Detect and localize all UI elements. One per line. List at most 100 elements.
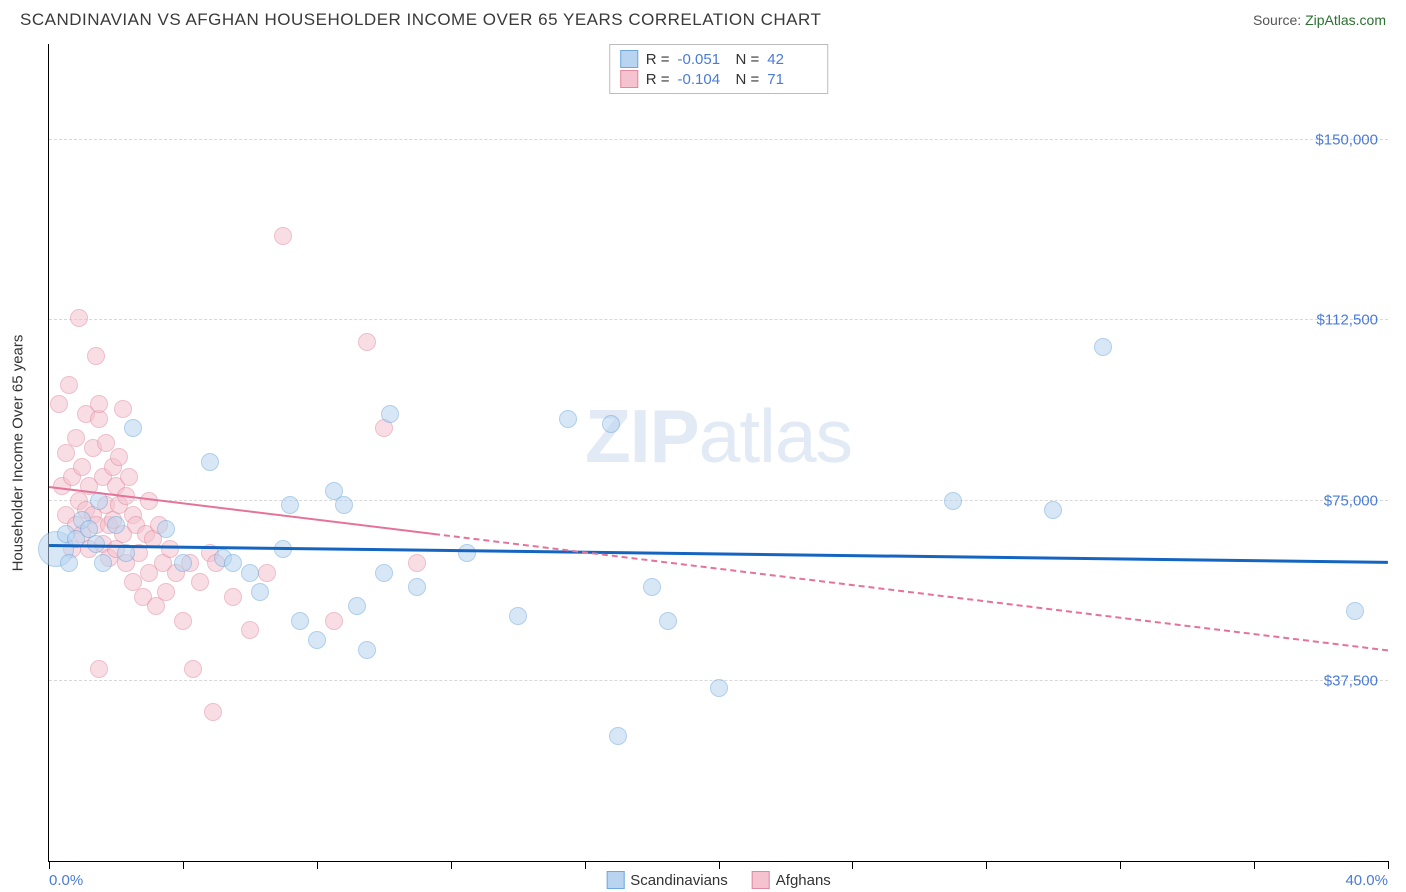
stat-n-label: N = <box>736 51 760 68</box>
stat-n-label: N = <box>736 71 760 88</box>
scatter-point <box>559 410 577 428</box>
scatter-point <box>124 419 142 437</box>
scatter-point <box>60 376 78 394</box>
scatter-point <box>70 309 88 327</box>
scatter-point <box>174 554 192 572</box>
x-tick <box>317 861 318 869</box>
scatter-point <box>1346 602 1364 620</box>
scatter-point <box>408 554 426 572</box>
scatter-point <box>251 583 269 601</box>
scatter-point <box>67 429 85 447</box>
y-tick-label: $150,000 <box>1315 132 1378 149</box>
stat-r-label: R = <box>646 71 670 88</box>
y-tick-label: $75,000 <box>1324 492 1378 509</box>
x-tick <box>719 861 720 869</box>
scatter-point <box>120 468 138 486</box>
x-tick <box>852 861 853 869</box>
x-tick <box>1388 861 1389 869</box>
y-tick-label: $112,500 <box>1317 312 1378 329</box>
scatter-point <box>609 727 627 745</box>
stat-n-value: 42 <box>767 51 817 68</box>
scatter-point <box>50 395 68 413</box>
scatter-point <box>710 679 728 697</box>
scatter-point <box>90 660 108 678</box>
source-link[interactable]: ZipAtlas.com <box>1305 12 1386 28</box>
scatter-point <box>97 434 115 452</box>
scatter-point <box>204 703 222 721</box>
legend-item: Afghans <box>752 871 831 889</box>
stat-r-value: -0.051 <box>678 51 728 68</box>
legend-swatch <box>606 871 624 889</box>
x-tick <box>585 861 586 869</box>
legend-item: Scandinavians <box>606 871 728 889</box>
scatter-point <box>174 612 192 630</box>
y-tick-label: $37,500 <box>1324 672 1378 689</box>
trend-line <box>434 533 1388 651</box>
plot-region: ZIPatlas R =-0.051N =42R =-0.104N =71 0.… <box>48 44 1388 862</box>
scatter-point <box>191 573 209 591</box>
scatter-point <box>1044 501 1062 519</box>
scatter-point <box>157 520 175 538</box>
scatter-point <box>358 333 376 351</box>
scatter-point <box>161 540 179 558</box>
trend-line <box>49 544 1388 564</box>
x-axis-min-label: 0.0% <box>49 872 83 889</box>
legend-label: Scandinavians <box>630 872 728 889</box>
scatter-point <box>659 612 677 630</box>
x-axis-max-label: 40.0% <box>1345 872 1388 889</box>
scatter-point <box>281 496 299 514</box>
x-tick <box>49 861 50 869</box>
page-title: SCANDINAVIAN VS AFGHAN HOUSEHOLDER INCOM… <box>20 10 821 30</box>
stats-row: R = -0.051 N = 42 <box>620 49 818 69</box>
header: SCANDINAVIAN VS AFGHAN HOUSEHOLDER INCOM… <box>0 0 1406 36</box>
scatter-point <box>258 564 276 582</box>
legend-swatch <box>752 871 770 889</box>
scatter-point <box>375 564 393 582</box>
x-tick <box>183 861 184 869</box>
watermark: ZIPatlas <box>585 393 852 479</box>
scatter-point <box>1094 338 1112 356</box>
x-tick <box>986 861 987 869</box>
scatter-point <box>114 400 132 418</box>
gridline <box>49 319 1388 320</box>
scatter-point <box>224 588 242 606</box>
scatter-point <box>458 544 476 562</box>
legend-swatch <box>620 70 638 88</box>
y-axis-title: Householder Income Over 65 years <box>10 335 27 572</box>
scatter-point <box>107 516 125 534</box>
stats-row: R = -0.104 N = 71 <box>620 69 818 89</box>
scatter-point <box>335 496 353 514</box>
chart-area: Householder Income Over 65 years ZIPatla… <box>48 44 1388 862</box>
scatter-point <box>509 607 527 625</box>
gridline <box>49 139 1388 140</box>
correlation-stats-box: R = -0.051 N = 42 R = -0.104 N = 71 <box>609 44 829 94</box>
scatter-point <box>291 612 309 630</box>
scatter-point <box>201 453 219 471</box>
scatter-point <box>224 554 242 572</box>
scatter-point <box>94 554 112 572</box>
scatter-point <box>358 641 376 659</box>
legend-label: Afghans <box>776 872 831 889</box>
x-tick <box>1254 861 1255 869</box>
scatter-point <box>643 578 661 596</box>
stat-n-value: 71 <box>767 71 817 88</box>
stat-r-label: R = <box>646 51 670 68</box>
scatter-point <box>408 578 426 596</box>
x-tick <box>1120 861 1121 869</box>
scatter-point <box>241 564 259 582</box>
scatter-point <box>944 492 962 510</box>
scatter-point <box>110 448 128 466</box>
scatter-point <box>184 660 202 678</box>
stat-r-value: -0.104 <box>678 71 728 88</box>
gridline <box>49 500 1388 501</box>
scatter-point <box>241 621 259 639</box>
scatter-point <box>348 597 366 615</box>
scatter-point <box>274 227 292 245</box>
scatter-point <box>325 612 343 630</box>
scatter-point <box>90 395 108 413</box>
scatter-point <box>308 631 326 649</box>
scatter-point <box>602 415 620 433</box>
bottom-legend: Scandinavians Afghans <box>606 871 831 889</box>
scatter-point <box>87 347 105 365</box>
scatter-point <box>73 458 91 476</box>
